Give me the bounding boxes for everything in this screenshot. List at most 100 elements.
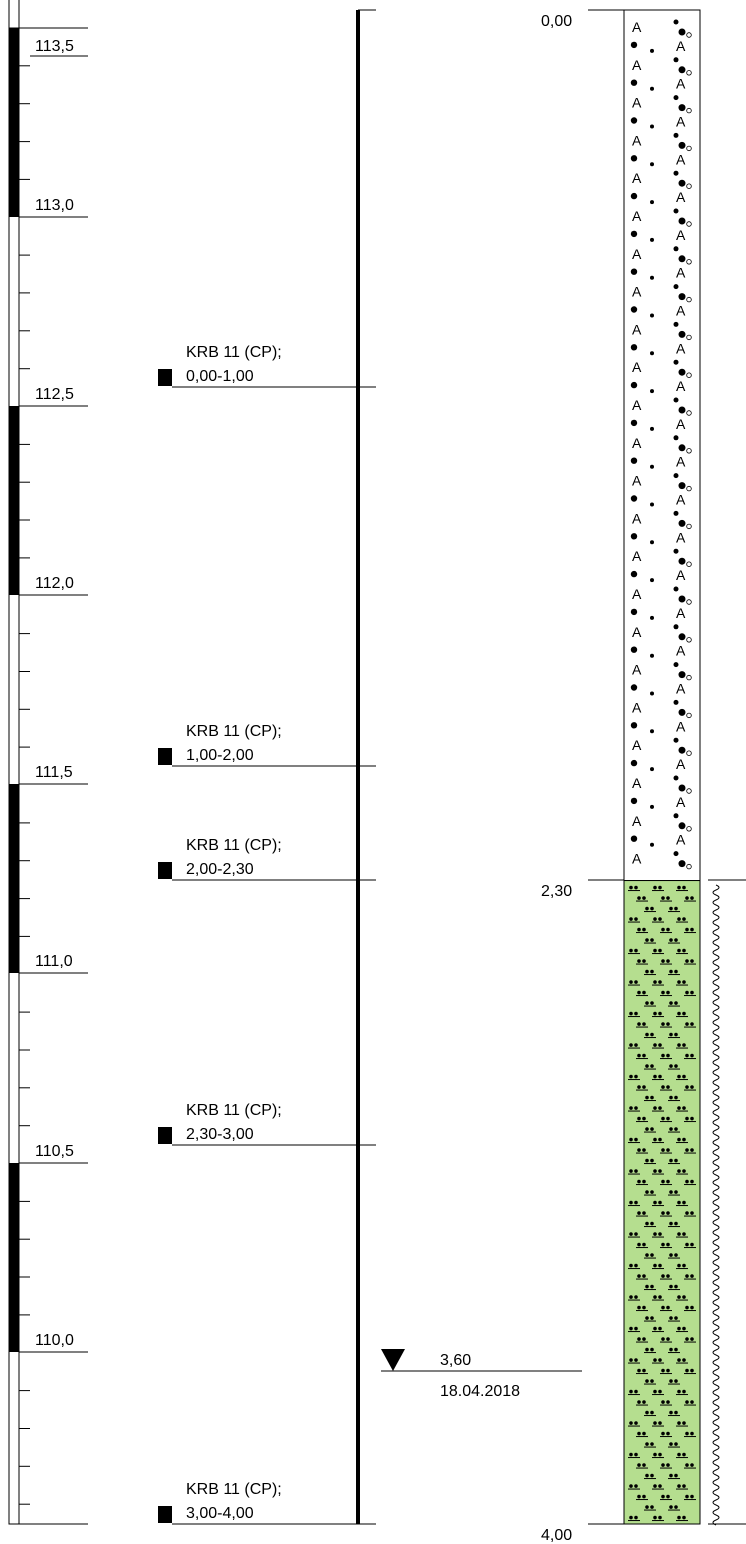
- pattern-dot: [658, 1389, 662, 1394]
- scale-label: 112,0: [19, 575, 88, 596]
- pattern-dot: [637, 1179, 641, 1184]
- pattern-a-symbol: A: [632, 775, 642, 791]
- sample-marker: KRB 11 (CP); 0,00-1,00: [158, 344, 376, 388]
- groundwater-depth: 3,60: [440, 1352, 471, 1369]
- pattern-dot: [677, 1169, 681, 1173]
- pattern-dot: [690, 1022, 694, 1026]
- pattern-dot: [637, 1211, 641, 1215]
- pattern-dot: [650, 804, 654, 809]
- pattern-dot: [666, 896, 670, 900]
- pattern-dot: [661, 1368, 665, 1373]
- pattern-dot: [673, 359, 679, 365]
- pattern-dot: [682, 1043, 686, 1047]
- pattern-dot: [669, 1442, 673, 1446]
- pattern-a-symbol: A: [632, 246, 642, 262]
- pattern-dot: [650, 237, 654, 242]
- pattern-dot: [682, 1232, 686, 1236]
- pattern-dot: [673, 284, 679, 290]
- pattern-dot: [637, 1148, 641, 1152]
- pattern-a-symbol: A: [676, 529, 686, 545]
- pattern-dot: [629, 1169, 633, 1173]
- pattern-dot: [634, 1200, 638, 1205]
- pattern-dot: [661, 1053, 665, 1058]
- pattern-dot: [653, 980, 657, 984]
- pattern-dot: [650, 1221, 654, 1226]
- pattern-dot: [690, 1494, 694, 1499]
- pattern-dot: [642, 1242, 646, 1247]
- pattern-dot: [634, 1169, 638, 1173]
- pattern-dot: [682, 1074, 686, 1079]
- pattern-dot: [650, 1127, 654, 1131]
- pattern-dot: [666, 1179, 670, 1184]
- pattern-dot: [661, 959, 665, 963]
- pattern-dot: [650, 1347, 654, 1352]
- pattern-dot: [673, 208, 679, 214]
- pattern-dot: [677, 1421, 681, 1425]
- svg-text:110,0: 110,0: [35, 1332, 74, 1349]
- pattern-dot: [653, 1484, 657, 1488]
- pattern-dot: [674, 1284, 678, 1289]
- pattern-dot: [653, 1074, 657, 1079]
- pattern-dot: [677, 1295, 681, 1299]
- sample-symbol: [158, 748, 172, 765]
- layer-top-depth: 0,00: [541, 13, 572, 30]
- pattern-dot: [653, 1200, 657, 1205]
- pattern-dot: [637, 959, 641, 963]
- pattern-dot: [685, 1274, 689, 1278]
- pattern-dot: [682, 1326, 686, 1331]
- pattern-dot: [630, 268, 638, 275]
- pattern-dot: [690, 1085, 694, 1089]
- pattern-dot: [658, 885, 662, 890]
- pattern-dot: [673, 699, 679, 705]
- pattern-dot: [685, 1242, 689, 1247]
- pattern-dot: [682, 1484, 686, 1488]
- pattern-dot: [629, 980, 633, 984]
- final-depth: 4,00: [541, 1527, 572, 1544]
- pattern-dot: [682, 1515, 686, 1520]
- fill-sand-gravel-layer: [623, 9, 701, 882]
- pattern-dot: [673, 851, 679, 857]
- pattern-dot: [669, 1064, 673, 1068]
- pattern-dot: [650, 1379, 654, 1383]
- pattern-dot: [650, 313, 654, 318]
- pattern-dot: [690, 959, 694, 963]
- pattern-dot: [650, 1032, 654, 1037]
- pattern-circle: [686, 599, 692, 605]
- pattern-dot: [658, 948, 662, 953]
- pattern-dot: [690, 927, 694, 932]
- pattern-dot: [677, 1043, 681, 1047]
- pattern-dot: [674, 1158, 678, 1163]
- pattern-dot: [677, 1484, 681, 1488]
- pattern-dot: [661, 1116, 665, 1121]
- pattern-dot: [690, 1179, 694, 1184]
- pattern-dot: [666, 959, 670, 963]
- pattern-dot: [678, 595, 686, 603]
- pattern-dot: [669, 1158, 673, 1163]
- pattern-dot: [666, 1242, 670, 1247]
- pattern-circle: [686, 485, 692, 492]
- pattern-a-symbol: A: [632, 170, 642, 186]
- pattern-a-symbol: A: [676, 151, 686, 167]
- pattern-dot: [634, 1263, 638, 1268]
- pattern-dot: [629, 1452, 633, 1457]
- pattern-dot: [685, 1368, 689, 1373]
- pattern-dot: [661, 1148, 665, 1152]
- pattern-dot: [661, 1305, 665, 1310]
- pattern-dot: [669, 1410, 673, 1415]
- pattern-dot: [677, 1200, 681, 1205]
- pattern-dot: [630, 381, 638, 389]
- pattern-a-symbol: A: [632, 19, 642, 35]
- pattern-dot: [674, 1442, 678, 1446]
- pattern-circle: [686, 183, 692, 189]
- pattern-dot: [677, 1106, 681, 1110]
- sample-symbol: [158, 1506, 172, 1523]
- pattern-dot: [658, 1421, 662, 1425]
- pattern-dot: [650, 162, 654, 167]
- pattern-dot: [678, 444, 686, 452]
- pattern-dot: [677, 980, 681, 984]
- pattern-a-symbol: A: [632, 510, 642, 526]
- pattern-dot: [661, 990, 665, 995]
- pattern-dot: [630, 722, 638, 729]
- pattern-dot: [653, 1452, 657, 1457]
- svg-text:111,0: 111,0: [35, 953, 73, 970]
